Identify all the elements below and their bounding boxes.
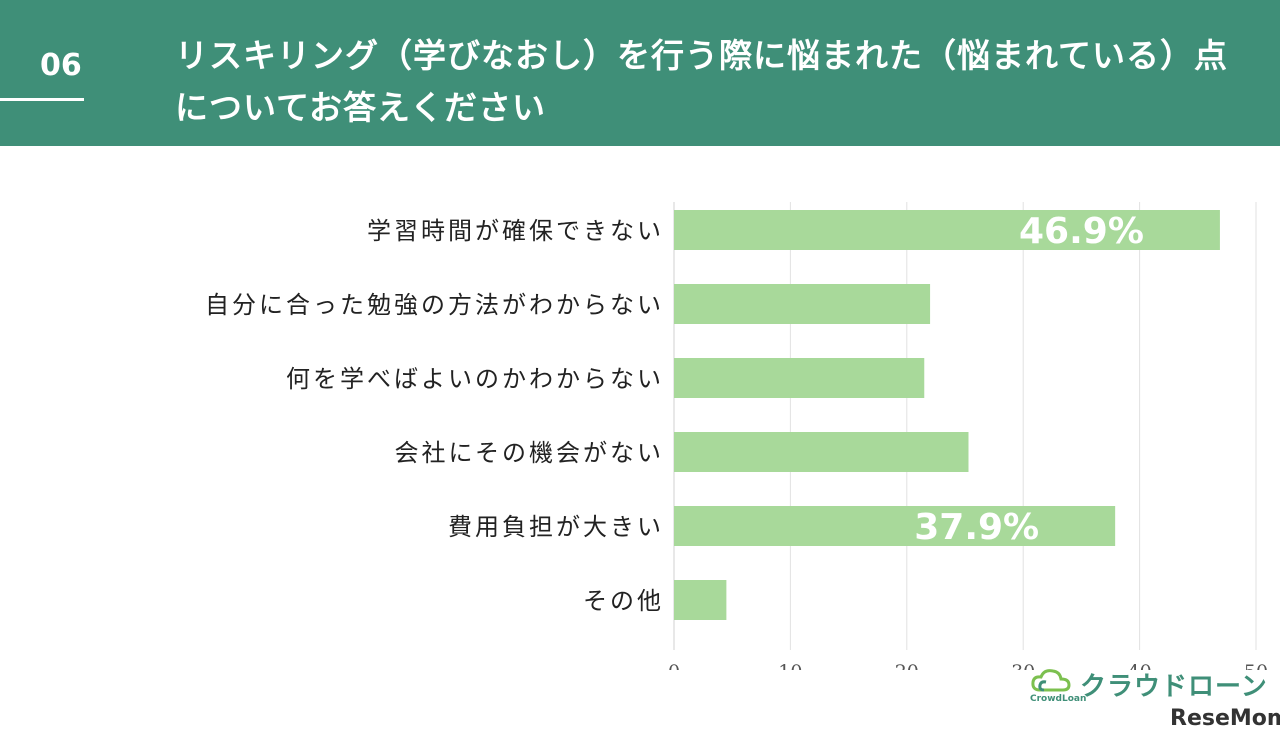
logo-text: クラウドローン <box>1080 672 1268 702</box>
bar <box>674 358 925 398</box>
x-tick-label: 20 <box>895 661 919 670</box>
category-label: その他 <box>583 587 664 615</box>
cloud-icon <box>1031 669 1071 692</box>
header-banner: 06 リスキリング（学びなおし）を行う際に悩まれた（悩まれている）点についてお答… <box>0 0 1280 146</box>
question-text: リスキリング（学びなおし）を行う際に悩まれた（悩まれている）点についてお答えくだ… <box>175 36 1229 127</box>
x-tick-unit: % <box>921 669 933 670</box>
x-tick-unit: % <box>1037 669 1049 670</box>
data-label: 46.9% <box>1019 211 1144 252</box>
x-tick-label: 40 <box>1128 661 1152 670</box>
resemom-watermark: ReseMom <box>1170 706 1280 731</box>
x-tick-label: 30 <box>1011 661 1035 670</box>
bar <box>674 580 727 620</box>
category-label: 学習時間が確保できない <box>367 217 664 245</box>
x-tick-label: 50 <box>1244 661 1268 670</box>
bar <box>674 432 969 472</box>
x-tick-label: 0 <box>668 661 680 670</box>
x-tick-unit: % <box>804 669 816 670</box>
question-number: 06 <box>40 48 82 83</box>
data-label: 37.9% <box>914 507 1039 548</box>
bar <box>674 284 931 324</box>
x-tick-unit: % <box>684 669 696 670</box>
bar <box>674 210 1220 250</box>
question-number-underline <box>0 98 84 101</box>
x-tick-label: 10 <box>778 661 802 670</box>
category-label: 会社にその機会がない <box>394 439 664 467</box>
bar <box>674 506 1116 546</box>
category-label: 自分に合った勉強の方法がわからない <box>205 291 664 319</box>
category-label: 何を学べばよいのかわからない <box>286 365 664 393</box>
bar-chart: 0%10%20%30%40%50%学習時間が確保できない46.9%自分に合った勉… <box>205 202 1268 670</box>
crowdloan-logo: クラウドローン CrowdLoan <box>1030 664 1270 710</box>
x-tick-unit: % <box>1154 669 1166 670</box>
category-label: 費用負担が大きい <box>448 513 664 541</box>
logo-subtext: CrowdLoan <box>1030 694 1087 704</box>
